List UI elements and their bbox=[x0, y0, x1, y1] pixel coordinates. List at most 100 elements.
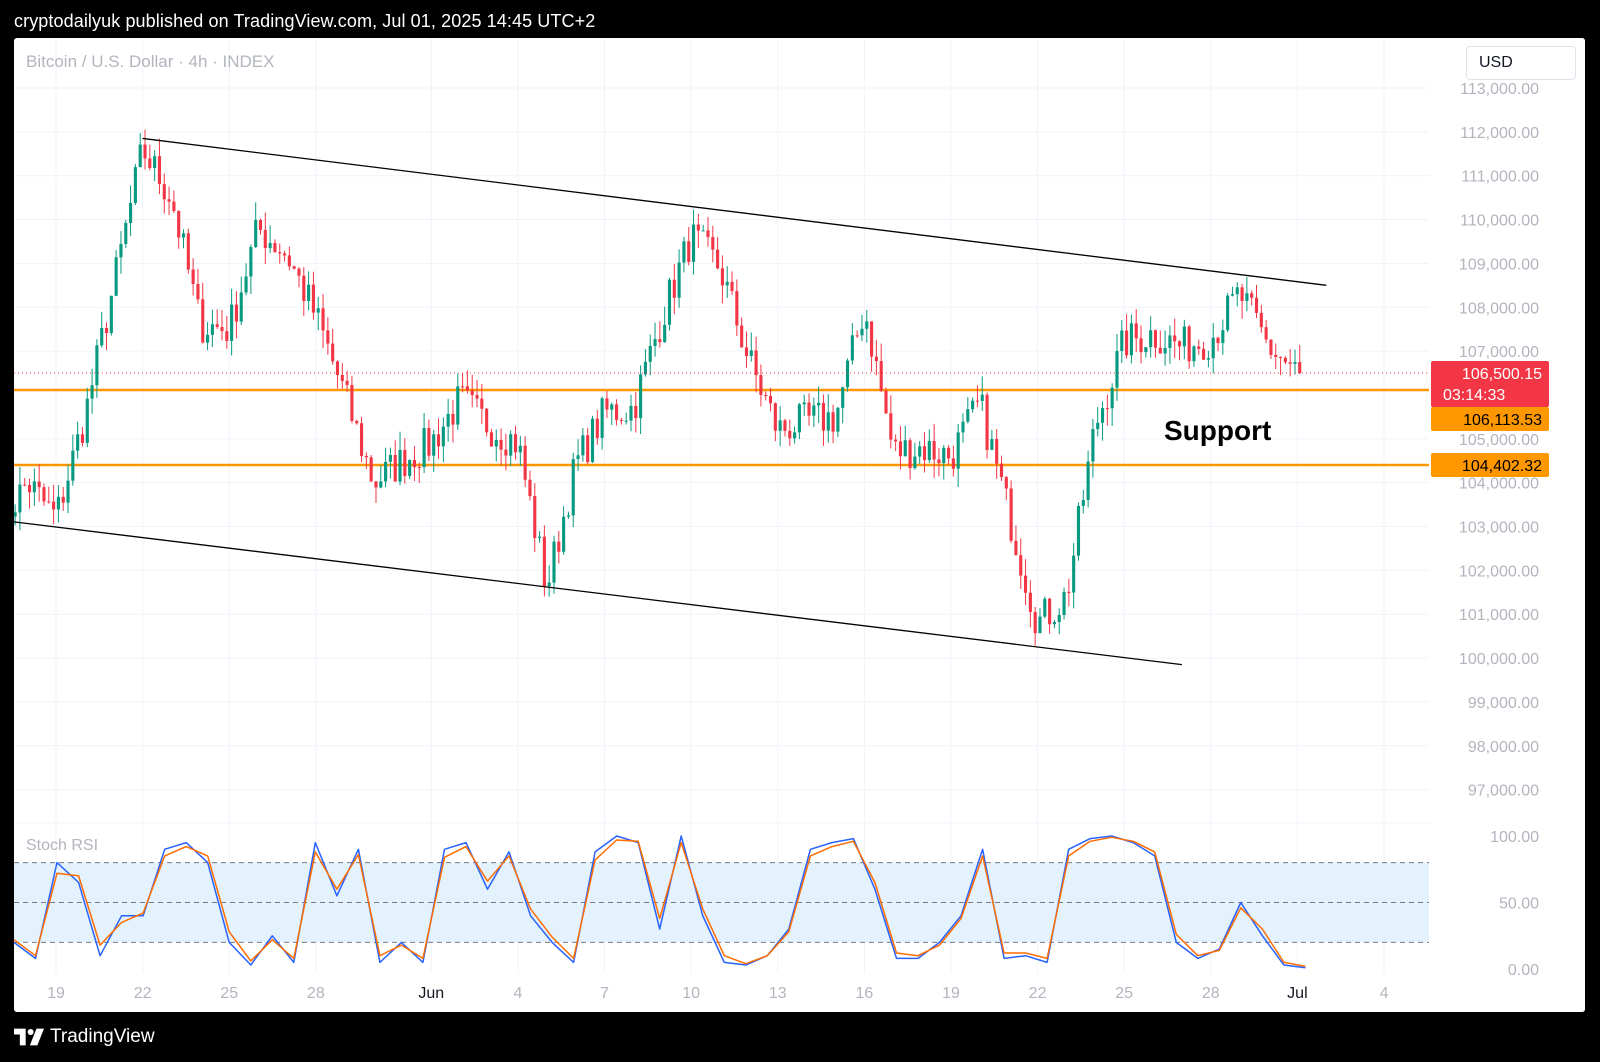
candle bbox=[1202, 341, 1206, 360]
stoch-k-line bbox=[14, 835, 1306, 969]
candle bbox=[104, 322, 109, 351]
candle-body bbox=[109, 295, 113, 334]
candle bbox=[1067, 578, 1071, 607]
candle-body bbox=[374, 481, 378, 488]
candle-body bbox=[1235, 287, 1239, 295]
candle-body bbox=[884, 390, 888, 414]
candle bbox=[157, 138, 162, 195]
channel-lines[interactable] bbox=[14, 137, 1327, 666]
candle-body bbox=[850, 335, 854, 361]
candle bbox=[345, 370, 349, 393]
candle bbox=[586, 427, 590, 465]
publication-header: cryptodailyuk published on TradingView.c… bbox=[14, 11, 596, 31]
candle-body bbox=[258, 219, 263, 230]
candle-body bbox=[918, 446, 922, 457]
candle bbox=[802, 394, 806, 416]
candle bbox=[186, 228, 190, 274]
candle bbox=[1149, 316, 1153, 358]
candle-body bbox=[470, 390, 474, 396]
candle-body bbox=[629, 405, 633, 421]
candle-body bbox=[1081, 499, 1085, 506]
candle-body bbox=[605, 398, 609, 410]
support-lines bbox=[14, 388, 1429, 467]
candle bbox=[1019, 538, 1023, 589]
candle-body bbox=[754, 350, 758, 376]
candle bbox=[408, 459, 412, 480]
candle bbox=[181, 229, 186, 249]
candle bbox=[129, 185, 133, 236]
candle-body bbox=[206, 334, 210, 343]
candle-body bbox=[1230, 294, 1235, 296]
candle bbox=[533, 483, 537, 553]
candle bbox=[1081, 489, 1085, 514]
chart-frame[interactable]: Support Stoch RSI 113,000.00 112,000.00 11… bbox=[14, 38, 1585, 1012]
candle bbox=[1076, 502, 1081, 561]
candle bbox=[66, 464, 70, 514]
candle bbox=[451, 399, 455, 443]
candle-body bbox=[85, 398, 89, 443]
footer-brand: TradingView bbox=[50, 1026, 155, 1047]
candle-body bbox=[393, 454, 397, 482]
candle bbox=[538, 531, 542, 543]
candle-body bbox=[297, 268, 301, 276]
candle-body bbox=[1182, 326, 1186, 347]
candle bbox=[922, 432, 927, 473]
channel-upper-trendline[interactable] bbox=[142, 137, 1327, 286]
candle-body bbox=[947, 447, 951, 459]
candle-body bbox=[932, 440, 936, 460]
candle bbox=[124, 219, 128, 248]
candle-body bbox=[369, 457, 373, 482]
currency-button[interactable]: USD bbox=[1466, 46, 1576, 80]
candle-body bbox=[287, 255, 291, 267]
candle bbox=[581, 428, 585, 462]
candle bbox=[485, 407, 489, 437]
candle-body bbox=[129, 202, 133, 224]
candle bbox=[691, 209, 696, 275]
candle-body bbox=[23, 484, 27, 486]
candle-body bbox=[1014, 540, 1018, 556]
candle bbox=[239, 276, 243, 326]
candle bbox=[335, 360, 340, 389]
candle-body bbox=[764, 394, 768, 397]
candle bbox=[138, 133, 142, 168]
candle-body bbox=[817, 402, 821, 406]
candle bbox=[793, 426, 797, 444]
candle bbox=[754, 336, 758, 393]
candle-body bbox=[701, 230, 705, 232]
stoch-tick-label: 100.00 bbox=[1490, 829, 1539, 846]
candle bbox=[889, 395, 893, 449]
candle bbox=[1177, 340, 1182, 361]
candle-body bbox=[730, 281, 734, 292]
candle bbox=[1014, 525, 1018, 556]
candle bbox=[696, 213, 700, 249]
candle-body bbox=[879, 361, 883, 391]
candle bbox=[273, 239, 277, 253]
candle bbox=[494, 429, 498, 462]
time-tick-label: 13 bbox=[769, 985, 787, 1002]
axes: 113,000.00 112,000.00 111,000.00 110,000.00… bbox=[47, 38, 1585, 1012]
candle-body bbox=[1149, 330, 1153, 348]
candle-body bbox=[47, 501, 51, 503]
candle bbox=[701, 224, 705, 232]
candle-body bbox=[749, 350, 753, 356]
candle-body bbox=[37, 481, 41, 488]
candle-body bbox=[600, 398, 604, 438]
candle-body bbox=[480, 398, 484, 409]
candle bbox=[287, 246, 291, 271]
channel-lower-trendline[interactable] bbox=[14, 520, 1183, 666]
candle-body bbox=[980, 394, 984, 401]
candle-body bbox=[1091, 429, 1095, 462]
candle-body bbox=[331, 343, 335, 362]
chart-svg[interactable]: Support Stoch RSI 113,000.00112,000.0011… bbox=[14, 38, 1585, 1012]
candle-body bbox=[66, 480, 70, 503]
candle-body bbox=[1254, 297, 1259, 313]
price-tick-label: 108,000.00 bbox=[1459, 300, 1539, 317]
support-price-box bbox=[1431, 453, 1549, 478]
candle bbox=[1129, 314, 1133, 364]
stoch-tick-label: 0.00 bbox=[1508, 962, 1539, 979]
candle bbox=[788, 419, 792, 447]
candle bbox=[1250, 290, 1254, 306]
candle-body bbox=[408, 460, 412, 476]
candle bbox=[1264, 319, 1268, 344]
candle bbox=[1259, 304, 1263, 333]
